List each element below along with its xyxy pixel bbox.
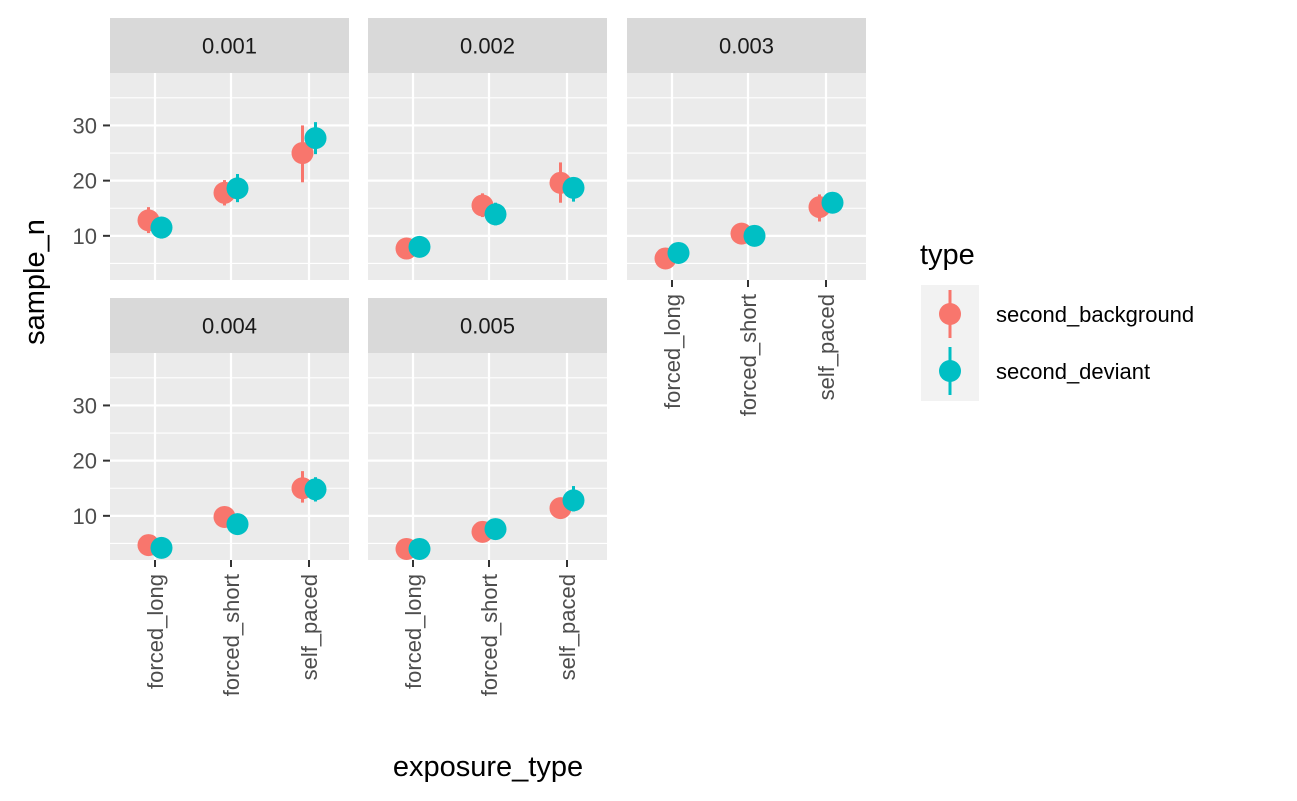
legend-keys: second_background second_deviant <box>921 285 1194 401</box>
x-axis-title: exposure_type <box>393 751 583 783</box>
facet-panel: 0.005 <box>368 298 607 560</box>
x-tick-label: forced_short <box>477 574 502 696</box>
y-tick-label: 30 <box>73 113 97 138</box>
data-point <box>226 513 249 536</box>
x-tick-label: self_paced <box>814 294 839 400</box>
legend-title: type <box>920 239 975 271</box>
data-point <box>667 241 690 264</box>
y-tick-label: 30 <box>73 393 97 418</box>
panel-background <box>110 73 349 280</box>
data-point <box>408 235 431 258</box>
x-tick-label: forced_short <box>736 294 761 416</box>
facet-strip-label: 0.005 <box>460 314 515 339</box>
facet-strip-label: 0.004 <box>202 314 257 339</box>
legend-key-point <box>939 360 961 382</box>
y-tick-label: 20 <box>73 169 97 194</box>
x-tick-label: forced_long <box>660 294 685 409</box>
facet-panels: 0.001 0.002 0.003 0.004 0.005 <box>110 18 866 560</box>
x-tick-label: forced_long <box>401 574 426 689</box>
x-tick-label: self_paced <box>555 574 580 680</box>
data-point <box>484 518 507 541</box>
data-point <box>150 216 173 239</box>
legend-key-point <box>939 303 961 325</box>
facet-strip <box>110 18 349 73</box>
data-point <box>408 537 431 560</box>
facet-panel: 0.001 <box>110 18 349 280</box>
y-tick-label: 10 <box>73 504 97 529</box>
facet-panel: 0.002 <box>368 18 607 280</box>
facet-strip-label: 0.001 <box>202 34 257 59</box>
data-point <box>291 142 314 165</box>
y-axis-title: sample_n <box>19 219 51 345</box>
data-point <box>304 478 327 501</box>
data-point <box>484 203 507 226</box>
legend-entry-label: second_background <box>996 302 1194 327</box>
facet-strip <box>368 298 607 353</box>
facet-strip <box>368 18 607 73</box>
x-axes: forced_long forced_short self_paced forced_… <box>143 280 839 696</box>
data-point <box>562 176 585 199</box>
x-tick-label: forced_short <box>219 574 244 696</box>
y-tick-label: 10 <box>73 224 97 249</box>
legend: type second_background second_deviant <box>920 239 1194 401</box>
facet-panel: 0.003 <box>627 18 866 280</box>
y-axes: 10 20 30 10 20 30 <box>73 113 110 529</box>
facet-strip <box>627 18 866 73</box>
data-point <box>304 127 327 150</box>
data-point <box>821 191 844 214</box>
facet-panel: 0.004 <box>110 298 349 560</box>
facet-strip-label: 0.003 <box>719 34 774 59</box>
y-tick-label: 20 <box>73 449 97 474</box>
data-point <box>150 536 173 559</box>
x-tick-label: self_paced <box>297 574 322 680</box>
data-point <box>226 177 249 200</box>
x-tick-label: forced_long <box>143 574 168 689</box>
facet-strip-label: 0.002 <box>460 34 515 59</box>
facet-strip <box>110 298 349 353</box>
data-point <box>743 224 766 247</box>
legend-entry-label: second_deviant <box>996 359 1150 384</box>
data-point <box>562 489 585 512</box>
